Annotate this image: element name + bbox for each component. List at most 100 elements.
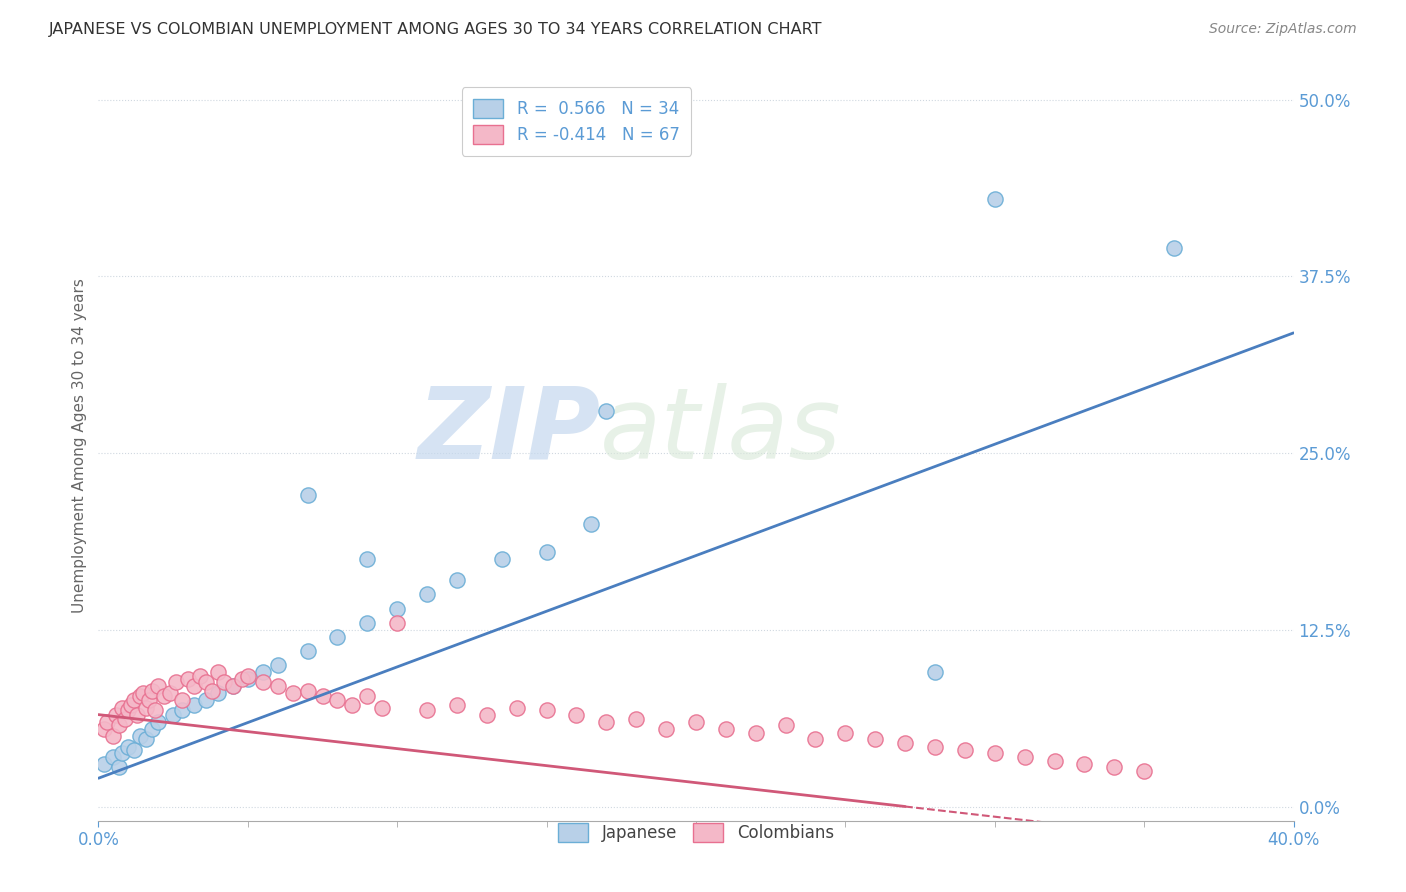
Point [595,714,617,729]
Point [385,601,409,615]
Point [135,731,157,746]
Point [356,690,378,704]
Point [267,679,290,693]
Point [834,726,856,740]
Point [105,707,128,722]
Point [536,703,558,717]
Point [506,700,529,714]
Point [162,707,184,722]
Point [138,693,160,707]
Point [103,750,125,764]
Point [865,731,887,746]
Point [581,516,603,531]
Point [143,703,166,717]
Point [416,703,439,717]
Point [565,707,588,722]
Point [148,714,170,729]
Point [894,736,917,750]
Point [207,686,229,700]
Point [1073,757,1095,772]
Point [195,675,218,690]
Point [177,673,200,687]
Point [536,545,558,559]
Point [132,686,155,700]
Point [172,693,194,707]
Text: atlas: atlas [600,383,842,480]
Point [252,675,274,690]
Point [297,683,319,698]
Point [356,552,378,566]
Point [222,679,245,693]
Point [103,729,125,743]
Point [135,700,157,714]
Point [183,698,205,712]
Text: ZIP: ZIP [418,383,600,480]
Point [188,669,211,683]
Text: JAPANESE VS COLOMBIAN UNEMPLOYMENT AMONG AGES 30 TO 34 YEARS CORRELATION CHART: JAPANESE VS COLOMBIAN UNEMPLOYMENT AMONG… [49,22,823,37]
Point [655,722,678,736]
Point [201,683,224,698]
Point [117,703,139,717]
Point [117,740,139,755]
Point [124,743,146,757]
Point [475,707,498,722]
Point [111,746,134,760]
Text: Source: ZipAtlas.com: Source: ZipAtlas.com [1209,22,1357,37]
Point [212,675,235,690]
Point [1133,764,1156,779]
Point [108,760,131,774]
Point [745,726,768,740]
Point [195,693,218,707]
Point [236,673,259,687]
Point [626,712,648,726]
Point [231,673,253,687]
Point [924,665,946,680]
Point [281,686,304,700]
Point [326,693,349,707]
Point [714,722,737,736]
Point [311,690,333,704]
Point [342,698,364,712]
Point [297,488,319,502]
Point [267,658,290,673]
Point [446,698,468,712]
Point [93,757,115,772]
Point [595,403,617,417]
Point [1014,750,1036,764]
Point [685,714,707,729]
Y-axis label: Unemployment Among Ages 30 to 34 years: Unemployment Among Ages 30 to 34 years [72,278,87,614]
Point [183,679,205,693]
Point [93,722,115,736]
Point [385,615,409,630]
Point [775,717,797,731]
Point [141,722,163,736]
Point [416,587,439,601]
Point [984,192,1007,206]
Point [371,700,394,714]
Point [804,731,827,746]
Point [165,675,187,690]
Point [236,669,259,683]
Point [1104,760,1126,774]
Point [108,717,131,731]
Point [924,740,946,755]
Point [326,630,349,644]
Point [159,686,181,700]
Point [356,615,378,630]
Point [111,700,134,714]
Point [252,665,274,680]
Point [207,665,229,680]
Point [984,746,1007,760]
Point [114,712,136,726]
Point [172,703,194,717]
Point [124,693,146,707]
Point [129,729,152,743]
Legend: Japanese, Colombians: Japanese, Colombians [547,811,845,854]
Point [120,698,142,712]
Point [129,690,152,704]
Point [446,574,468,588]
Point [222,679,245,693]
Point [491,552,513,566]
Point [127,707,149,722]
Point [96,714,118,729]
